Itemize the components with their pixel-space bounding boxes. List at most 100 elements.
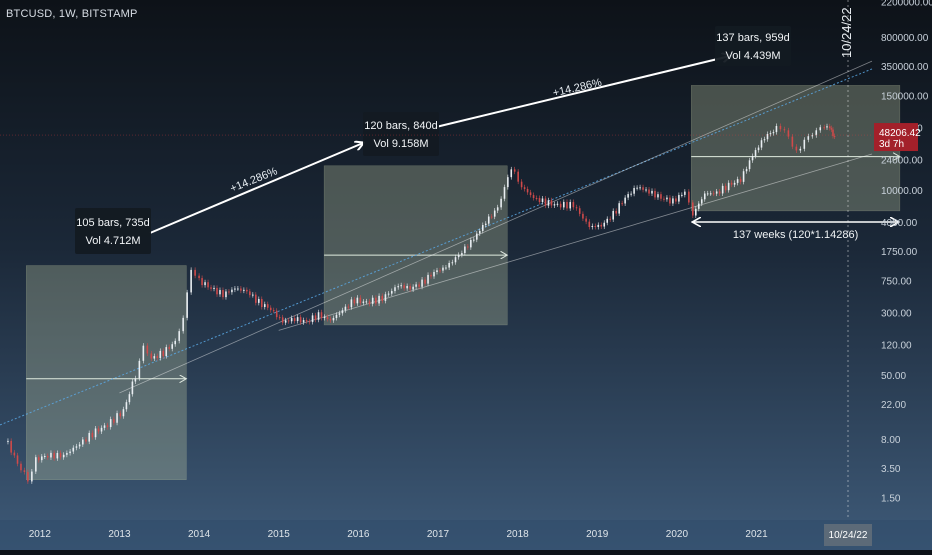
candle-body	[507, 177, 509, 188]
x-tick-label: 2017	[427, 529, 450, 540]
candle-body	[490, 216, 493, 218]
candle-body	[375, 297, 377, 304]
measure-info-vol-3: Vol 4.439M	[725, 50, 780, 62]
date-marker-axis-badge	[824, 524, 872, 546]
candle-body	[461, 253, 463, 255]
candle-body	[484, 223, 487, 226]
candle-body	[174, 340, 176, 345]
candle-body	[326, 316, 329, 320]
candle-body	[350, 299, 353, 308]
y-tick-label: 300.00	[881, 309, 912, 320]
candle-body	[769, 133, 772, 135]
candle-body	[454, 257, 457, 263]
candle-body	[23, 470, 26, 473]
candle-body	[182, 317, 184, 332]
candle-body	[538, 198, 541, 203]
candle-body	[46, 456, 49, 458]
candle-body	[457, 254, 460, 258]
candle-body	[544, 198, 547, 206]
candle-body	[320, 312, 323, 318]
measure-info-box-3	[715, 26, 791, 66]
candle-body	[833, 136, 836, 138]
candle-body	[445, 267, 447, 269]
arrow-cycle-1-to-2	[149, 143, 363, 234]
candle-body	[66, 453, 68, 455]
lower-channel-line	[278, 153, 873, 331]
candle-body	[368, 301, 371, 304]
candle-body	[478, 230, 481, 234]
candle-body	[639, 187, 641, 189]
candle-body	[186, 292, 188, 318]
candle-body	[612, 210, 614, 220]
candle-body	[535, 197, 538, 199]
date-marker-axis-label: 10/24/22	[829, 530, 868, 541]
x-axis-band	[0, 520, 932, 550]
candle-body	[400, 285, 402, 287]
y-tick-label: 1.50	[881, 494, 901, 505]
candle-body	[210, 287, 212, 289]
measure-info-bars-1: 105 bars, 735d	[76, 217, 149, 229]
candle-body	[213, 287, 215, 289]
candle-body	[500, 198, 502, 208]
candle-body	[131, 381, 134, 395]
candle-body	[240, 288, 242, 291]
candle-body	[82, 439, 84, 445]
candle-body	[387, 293, 390, 295]
candle-body	[513, 169, 516, 172]
x-tick-label: 2021	[745, 529, 768, 540]
candle-body	[547, 200, 550, 206]
x-tick-label: 2014	[188, 529, 211, 540]
y-tick-label: 3.50	[881, 464, 901, 475]
candle-body	[287, 320, 290, 322]
candle-body	[323, 316, 326, 318]
candle-body	[739, 179, 742, 182]
measure-box-1	[26, 265, 187, 481]
candle-body	[645, 189, 647, 191]
measure-info-vol-1: Vol 4.712M	[85, 235, 140, 247]
candle-body	[272, 310, 275, 312]
candle-body	[745, 169, 748, 172]
y-tick-label: 22.00	[881, 400, 906, 411]
candle-body	[284, 320, 287, 323]
candle-body	[56, 453, 59, 459]
candle-body	[88, 432, 90, 442]
x-tick-label: 2015	[268, 529, 291, 540]
candle-body	[585, 218, 587, 222]
candle-body	[709, 193, 712, 195]
candle-body	[198, 275, 200, 279]
y-tick-label: 8.00	[881, 435, 901, 446]
annotation-pct-2: +14.286%	[552, 77, 603, 100]
candle-body	[751, 155, 754, 161]
candle-body	[391, 291, 393, 294]
last-price-value: 48206.42	[879, 128, 921, 139]
candle-body	[427, 274, 429, 284]
candle-body	[266, 304, 269, 308]
candle-body	[228, 291, 230, 293]
candle-body	[430, 274, 432, 277]
candle-body	[219, 290, 221, 295]
candle-body	[269, 307, 272, 311]
candle-body	[85, 439, 87, 442]
candle-body	[791, 136, 794, 147]
candle-body	[630, 193, 632, 195]
candle-body	[216, 287, 218, 295]
candle-body	[329, 319, 332, 321]
candle-body	[783, 129, 786, 131]
candle-body	[663, 198, 665, 200]
candle-body	[763, 139, 766, 141]
candle-body	[807, 136, 810, 140]
measure-info-box-1	[75, 208, 151, 254]
candle-body	[520, 181, 523, 188]
candle-body	[263, 304, 266, 308]
candle-body	[409, 285, 411, 290]
candle-body	[473, 239, 475, 241]
candle-body	[578, 208, 581, 214]
candle-body	[397, 286, 399, 288]
candle-body	[795, 146, 798, 151]
candle-body	[335, 314, 338, 318]
candle-body	[606, 218, 609, 223]
candle-body	[94, 428, 97, 438]
x-tick-label: 2016	[347, 529, 370, 540]
candle-body	[712, 193, 715, 195]
candle-body	[697, 203, 700, 209]
